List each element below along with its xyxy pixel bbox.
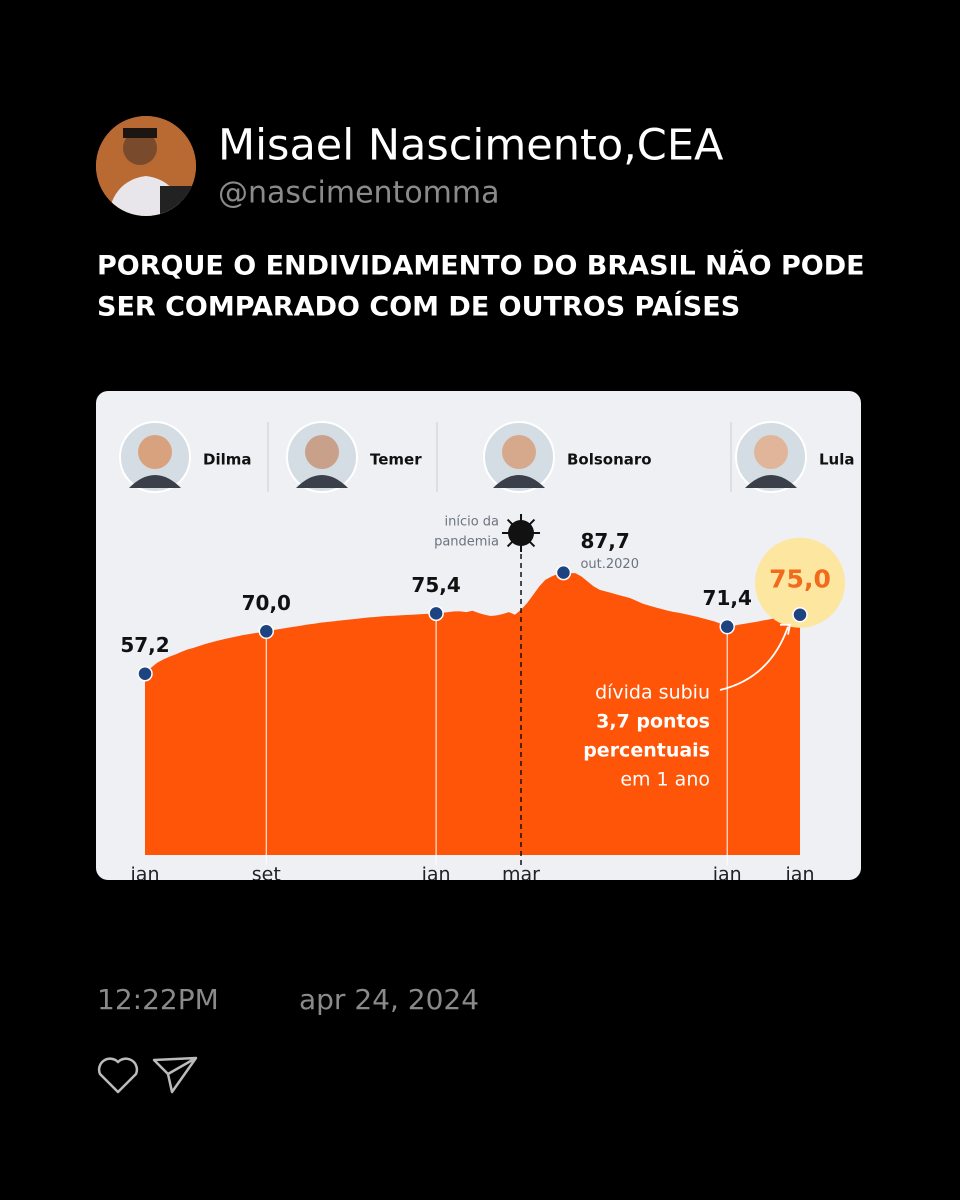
leader-body: [745, 475, 797, 488]
callout-text: percentuais: [583, 740, 710, 762]
author-avatar[interactable]: [96, 116, 196, 216]
leader-face: [754, 435, 788, 469]
data-point: [555, 564, 572, 581]
x-tick-label: jan: [421, 864, 451, 886]
share-button[interactable]: [152, 1056, 198, 1094]
data-point: [719, 618, 735, 635]
data-point: [137, 665, 153, 682]
leader-face: [502, 435, 536, 469]
x-tick-label: jan: [712, 864, 742, 886]
event-icon-body: [508, 520, 535, 546]
value-label: 75,0: [769, 565, 831, 594]
leader-body: [296, 475, 348, 488]
value-label: 75,4: [411, 573, 460, 597]
post-date: apr 24, 2024: [299, 983, 479, 1016]
area: [145, 572, 800, 855]
callout-arrowhead: [780, 623, 792, 635]
x-tick-label: set: [252, 864, 281, 886]
headline: SER COMPARADO COM DE OUTROS PAÍSES: [97, 291, 740, 323]
post-time: 12:22PM: [97, 983, 219, 1016]
leader-face: [138, 435, 172, 469]
headline: PORQUE O ENDIVIDAMENTO DO BRASIL NÃO POD…: [97, 250, 865, 282]
value-label: 71,4: [703, 586, 752, 610]
value-label: 57,2: [120, 633, 169, 657]
x-tick-label: jan: [785, 864, 815, 886]
data-point: [428, 605, 444, 622]
peak-note: out.2020: [580, 557, 639, 572]
leader-name: Dilma: [203, 451, 252, 469]
highlight-halo: [755, 537, 845, 628]
callout-arrow: [719, 626, 789, 691]
leader-face: [305, 435, 339, 469]
callout-text: 3,7 pontos: [596, 711, 710, 733]
callout-text: em 1 ano: [620, 769, 710, 791]
callout-text: dívida subiu: [595, 682, 710, 704]
value-label: 87,7: [580, 529, 629, 553]
leader-name: Temer: [370, 451, 422, 469]
author-name: Misael Nascimento,CEA: [218, 121, 724, 171]
like-button[interactable]: [97, 1057, 139, 1094]
event-label: início da: [444, 515, 499, 530]
leader-body: [129, 475, 181, 488]
x-tick-label: mar: [502, 864, 540, 886]
data-point: [258, 623, 275, 640]
author-handle: @nascimentomma: [218, 176, 500, 211]
x-tick-label: jan: [130, 864, 160, 886]
leader-name: Lula: [819, 451, 855, 469]
leader-body: [493, 475, 545, 488]
leader-name: Bolsonaro: [567, 451, 652, 469]
chart: Dilma Temer Bolsonaro Lula jan set jan início d…: [119, 421, 855, 886]
event-label: pandemia: [434, 535, 499, 550]
data-point: [792, 606, 808, 623]
value-label: 70,0: [242, 591, 291, 615]
event-icon: [502, 514, 541, 552]
